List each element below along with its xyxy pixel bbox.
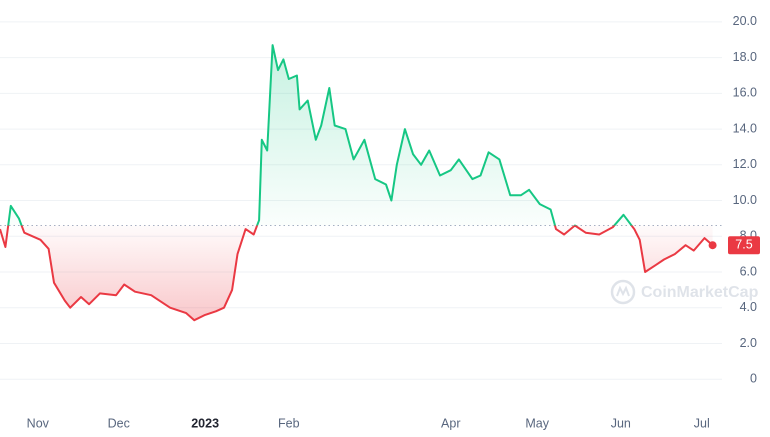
y-tick-label: 4.0 bbox=[740, 300, 757, 314]
x-tick-label: May bbox=[525, 416, 549, 430]
price-line bbox=[0, 44, 714, 322]
x-tick-label: Apr bbox=[441, 416, 460, 430]
x-tick-label: Jul bbox=[694, 416, 710, 430]
x-tick-label: Nov bbox=[27, 416, 50, 430]
y-tick-label: 10.0 bbox=[733, 193, 757, 207]
x-tick-label: 2023 bbox=[191, 416, 219, 430]
y-tick-label: 6.0 bbox=[740, 264, 757, 278]
y-tick-label: 2.0 bbox=[740, 336, 757, 350]
x-tick-label: Jun bbox=[611, 416, 631, 430]
y-tick-label: 16.0 bbox=[733, 86, 757, 100]
watermark: CoinMarketCap bbox=[610, 279, 759, 305]
watermark-text: CoinMarketCap bbox=[641, 284, 759, 301]
current-price-box bbox=[728, 236, 760, 255]
current-price-label: 7.5 bbox=[735, 237, 752, 251]
y-tick-label: 14.0 bbox=[733, 121, 757, 135]
y-tick-label: 18.0 bbox=[733, 50, 757, 64]
y-tick-label: 20.0 bbox=[733, 14, 757, 28]
x-tick-label: Feb bbox=[278, 416, 300, 430]
y-tick-label: 12.0 bbox=[733, 157, 757, 171]
area-fill bbox=[0, 45, 713, 321]
x-tick-label: Dec bbox=[108, 416, 130, 430]
y-tick-label: 0 bbox=[750, 371, 757, 385]
last-point bbox=[708, 241, 717, 250]
